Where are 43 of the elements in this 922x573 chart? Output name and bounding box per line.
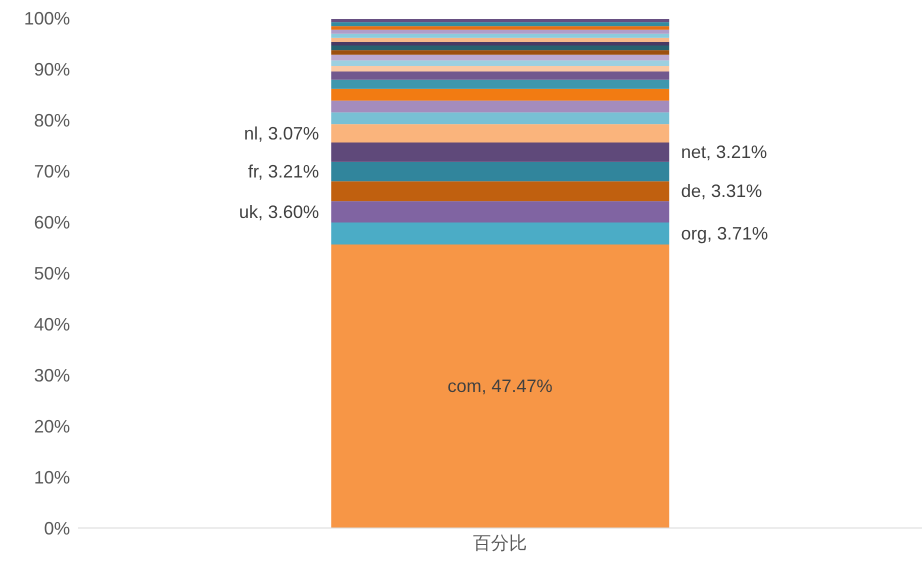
bar: [331, 26, 670, 30]
y-tick-label: 90%: [34, 59, 70, 80]
annotation: de, 3.31%: [681, 181, 762, 202]
y-tick-label: 0%: [44, 518, 70, 538]
bar: [331, 244, 670, 528]
bar: [331, 19, 670, 22]
annotation: uk, 3.60%: [238, 202, 319, 222]
bar: [331, 22, 670, 26]
bar: [331, 142, 670, 162]
annotation: nl, 3.07%: [244, 123, 319, 144]
annotation: net, 3.21%: [681, 142, 768, 162]
bar: [331, 162, 670, 182]
y-tick-label: 30%: [34, 365, 70, 386]
bar: [331, 66, 670, 72]
bar: [331, 46, 670, 50]
bar: [331, 30, 670, 34]
bar: [331, 38, 670, 42]
bar: [331, 201, 670, 223]
annotation: fr, 3.21%: [248, 162, 319, 182]
y-tick-label: 10%: [34, 467, 70, 488]
annotation: com, 47.47%: [447, 376, 553, 396]
bar: [331, 72, 670, 80]
y-tick-label: 50%: [34, 263, 70, 284]
y-tick-label: 70%: [34, 161, 70, 182]
y-tick-label: 40%: [34, 314, 70, 334]
bar: [331, 60, 670, 66]
annotation: org, 3.71%: [681, 223, 768, 244]
bar: [331, 222, 670, 244]
bar: [331, 54, 670, 60]
bar: [331, 124, 670, 142]
y-tick-label: 20%: [34, 416, 70, 436]
bar: [331, 42, 670, 46]
bar: [331, 80, 670, 89]
y-tick-label: 100%: [24, 8, 70, 28]
bar: [331, 50, 670, 55]
y-tick-label: 60%: [34, 212, 70, 232]
x-tick-label: 百分比: [473, 532, 527, 553]
bar: [331, 88, 670, 101]
bar: [331, 100, 670, 112]
y-tick-label: 80%: [34, 110, 70, 130]
bar: [331, 181, 670, 202]
bar: [331, 112, 670, 124]
bar: [331, 34, 670, 38]
